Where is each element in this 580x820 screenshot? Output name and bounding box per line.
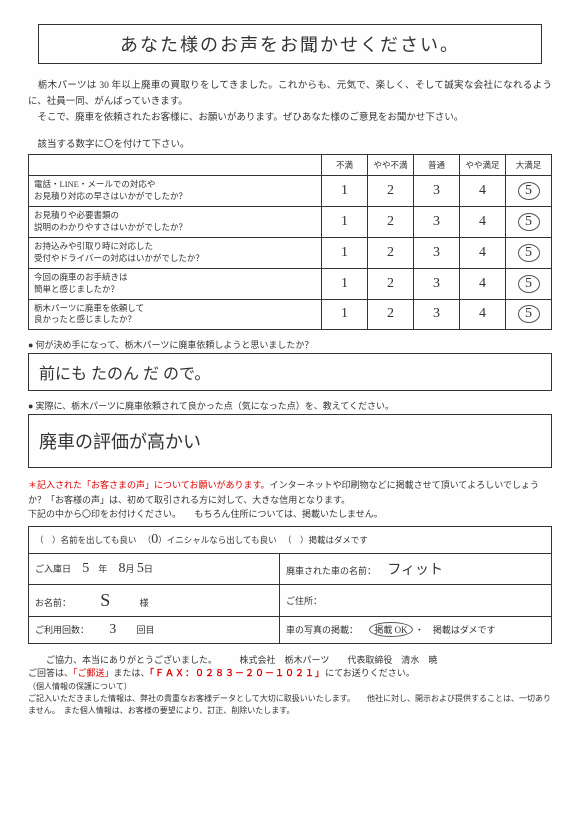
date-cell: ご入庫日 5 年 8月 5日 <box>29 553 280 584</box>
addr-label: ご住所： <box>286 596 322 606</box>
rating-cell: 1 <box>322 207 368 238</box>
rating-cell: 5 <box>506 176 552 207</box>
intro-text: 栃木パーツは 30 年以上廃車の買取りをしてきました。これからも、元気で、楽しく… <box>28 78 552 126</box>
date-label: ご入庫日 <box>35 564 71 574</box>
name-label: お名前： <box>35 598 71 608</box>
publication-options: （ ）名前を出しても良い （0）イニシャルなら出しても良い （ ）掲載はダメです <box>29 526 552 553</box>
circle-mark <box>518 275 540 293</box>
info-table: （ ）名前を出しても良い （0）イニシャルなら出しても良い （ ）掲載はダメです… <box>28 526 552 644</box>
rating-cell: 1 <box>322 268 368 299</box>
rating-header: やや満足 <box>460 155 506 176</box>
rating-cell: 3 <box>414 207 460 238</box>
rating-cell: 1 <box>322 237 368 268</box>
uses-count: 3 <box>109 622 116 637</box>
rating-cell: 3 <box>414 299 460 330</box>
rating-cell: 3 <box>414 268 460 299</box>
rating-cell: 5 <box>506 237 552 268</box>
uses-suffix: 回目 <box>137 625 155 635</box>
addr-cell: ご住所： <box>280 584 552 616</box>
rating-cell: 4 <box>460 176 506 207</box>
pub-opt-selected-mark: 0 <box>151 532 158 547</box>
free-question-1: 何が決め手になって、栃木パーツに廃車依頼しようと思いましたか？ <box>28 338 552 351</box>
car-label: 廃車された車の名前： <box>286 566 376 576</box>
rating-table: 不満やや不満普通やや満足大満足 電話・LINE・メールでの対応や お見積り対応の… <box>28 154 552 330</box>
free-answer-2: 廃車の評価が高かい <box>28 414 552 468</box>
rating-header: 不満 <box>322 155 368 176</box>
rating-cell: 2 <box>368 299 414 330</box>
rating-question: 栃木パーツに廃車を依頼して 良かったと感じましたか？ <box>29 299 322 330</box>
privacy-heading: （個人情報の保護について） <box>28 681 552 693</box>
free-question-2: 実際に、栃木パーツに廃車依頼されて良かった点（気になった点）を、教えてください。 <box>28 399 552 412</box>
reply-mail: 「ご郵送」 <box>73 668 114 678</box>
footer: ご協力、本当にありがとうございました。 株式会社 栃木パーツ 代表取締役 清水 … <box>28 654 552 717</box>
rating-cell: 5 <box>506 299 552 330</box>
photo-label: 車の写真の掲載： <box>286 625 358 635</box>
red-lead: ＊記入された「お客さまの声」についてお願いがあります。 <box>28 480 270 490</box>
circle-mark <box>518 182 540 200</box>
footer-reply: ご回答は、「ご郵送」または、「ＦＡＸ：０２８３－２０－１０２１」にてお送りくださ… <box>28 667 552 681</box>
car-cell: 廃車された車の名前： フィット <box>280 553 552 584</box>
rating-header: 大満足 <box>506 155 552 176</box>
free-answer-1: 前にも たのん だ ので。 <box>28 353 552 391</box>
date-day: 5 <box>137 561 144 576</box>
circle-mark <box>518 305 540 323</box>
rating-question: お持込みや引取り時に対応した 受付やドライバーの対応はいかがでしたか？ <box>29 237 322 268</box>
rating-question: 電話・LINE・メールでの対応や お見積り対応の早さはいかがでしたか？ <box>29 176 322 207</box>
rating-cell: 3 <box>414 176 460 207</box>
rating-header: やや不満 <box>368 155 414 176</box>
circle-mark <box>518 213 540 231</box>
rating-cell: 5 <box>506 207 552 238</box>
privacy-body: ご記入いただきました情報は、弊社の貴重なお客様データとして大切に取扱いいたします… <box>28 693 552 717</box>
name-cell: お名前： S 様 <box>29 584 280 616</box>
rating-cell: 2 <box>368 237 414 268</box>
publication-instruction: 下記の中から〇印をお付けください。 もちろん住所については、掲載いたしません。 <box>28 507 552 521</box>
uses-label: ご利用回数： <box>35 625 89 635</box>
rating-cell: 4 <box>460 268 506 299</box>
car-name: フィット <box>387 563 443 578</box>
rating-question: お見積りや必要書類の 説明のわかりやすさはいかがでしたか？ <box>29 207 322 238</box>
footer-thanks: ご協力、本当にありがとうございました。 株式会社 栃木パーツ 代表取締役 清水 … <box>28 654 552 668</box>
name-suffix: 様 <box>140 598 149 608</box>
rating-cell: 2 <box>368 207 414 238</box>
customer-name: S <box>100 590 110 610</box>
page-title: あなた様のお声をお聞かせください。 <box>38 24 542 64</box>
rating-cell: 4 <box>460 207 506 238</box>
rating-cell: 3 <box>414 237 460 268</box>
survey-page: あなた様のお声をお聞かせください。 栃木パーツは 30 年以上廃車の買取りをして… <box>0 0 580 820</box>
pub-opt-initial: イニシャルなら出しても良い <box>167 535 277 545</box>
uses-cell: ご利用回数： 3 回目 <box>29 616 280 643</box>
date-year: 5 <box>82 561 89 576</box>
rating-cell: 5 <box>506 268 552 299</box>
rating-cell: 2 <box>368 268 414 299</box>
rating-cell: 1 <box>322 176 368 207</box>
rating-cell: 4 <box>460 299 506 330</box>
rating-cell: 1 <box>322 299 368 330</box>
circle-mark <box>518 244 540 262</box>
pub-opt-name: 名前を出しても良い <box>61 535 137 545</box>
photo-cell: 車の写真の掲載： 掲載 OK ・ 掲載はダメです <box>280 616 552 643</box>
rating-question: 今回の廃車のお手続きは 簡単と感じましたか？ <box>29 268 322 299</box>
pub-opt-no: 掲載はダメです <box>308 535 367 545</box>
rating-cell: 4 <box>460 237 506 268</box>
rating-header: 普通 <box>414 155 460 176</box>
publication-request: ＊記入された「お客さまの声」についてお願いがあります。インターネットや印刷物など… <box>28 478 552 507</box>
photo-ok: 掲載 OK <box>369 622 412 637</box>
date-month: 8 <box>119 561 126 576</box>
reply-fax: 「ＦＡＸ：０２８３－２０－１０２１」 <box>150 668 326 678</box>
rating-cell: 2 <box>368 176 414 207</box>
rating-instruction: 該当する数字に〇を付けて下さい。 <box>28 136 552 150</box>
photo-ng: 掲載はダメです <box>433 625 496 635</box>
